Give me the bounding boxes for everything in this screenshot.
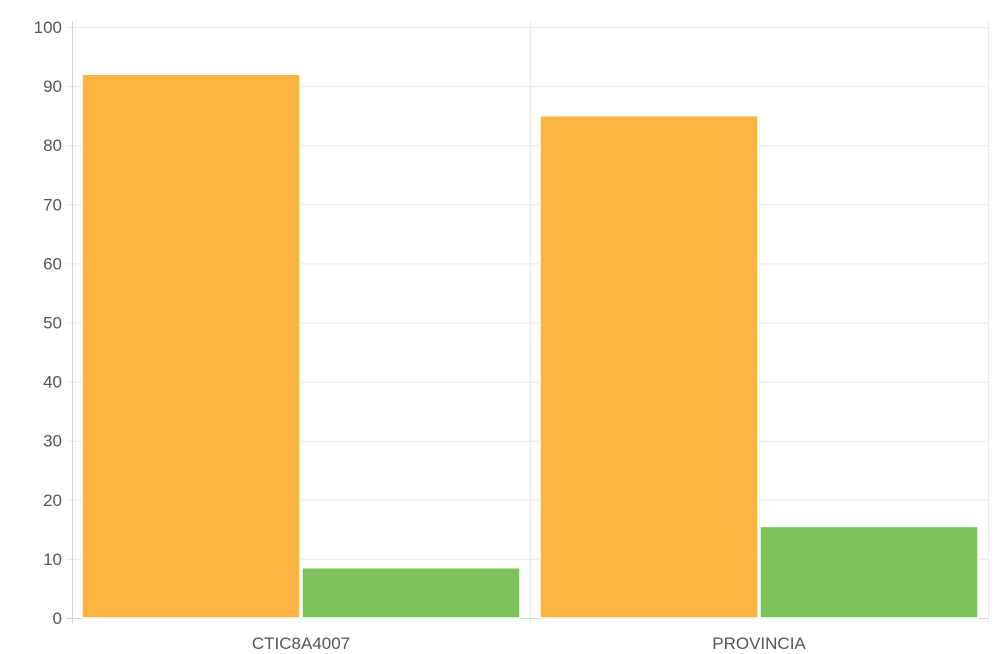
bar-ctic8a4007-series-2 [301,567,521,619]
bar-provincia-series-2 [759,525,979,619]
y-tick-label: 60 [43,254,62,273]
y-tick-label: 50 [43,314,62,333]
label-layer: 0 10 20 30 40 50 60 70 80 90 100 CTIC8A4007 PROVINCI… [34,18,807,653]
y-tick-label: 70 [43,195,62,214]
y-tick-label: 10 [43,550,62,569]
y-tick-label: 100 [34,18,62,37]
y-tick-label: 40 [43,373,62,392]
y-tick-label: 0 [53,609,62,628]
axis-layer [72,21,989,624]
y-tick-label: 80 [43,136,62,155]
x-category-label: CTIC8A4007 [252,634,350,653]
y-tick-label: 20 [43,491,62,510]
bar-layer [81,73,979,619]
bar-provincia-series-1 [539,114,759,619]
y-tick-label: 90 [43,77,62,96]
x-category-label: PROVINCIA [712,634,806,653]
bar-ctic8a4007-series-1 [81,73,301,619]
y-tick-label: 30 [43,432,62,451]
